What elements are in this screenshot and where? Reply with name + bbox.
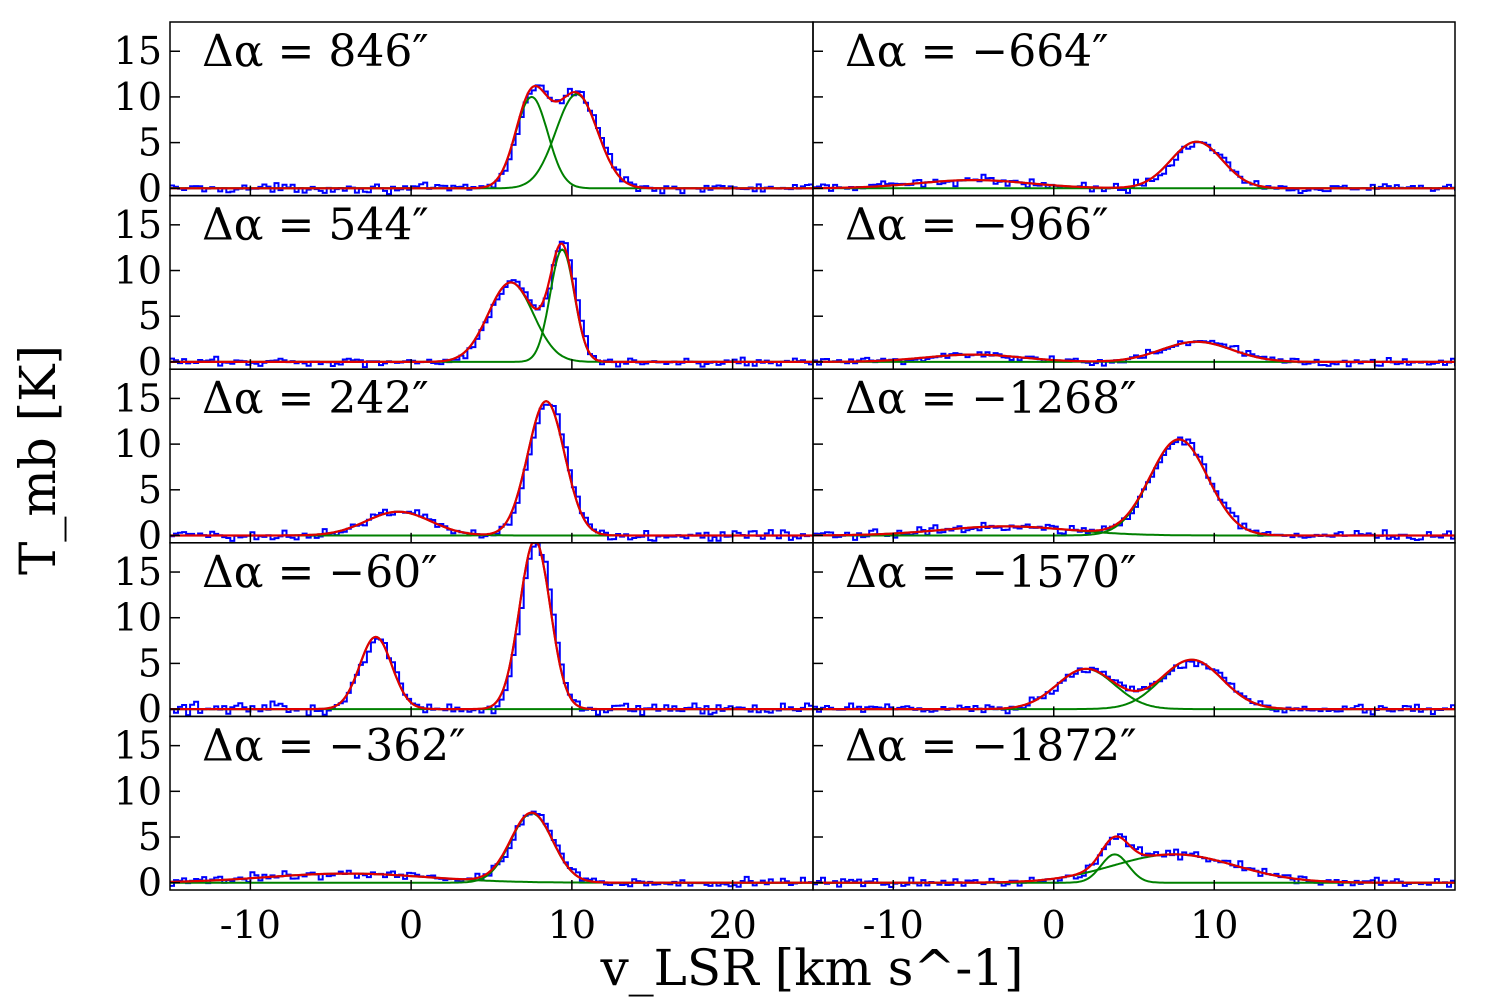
y-tick-label: 10	[114, 422, 162, 466]
y-tick-label: 15	[114, 203, 162, 247]
total-fit-line	[813, 140, 1455, 190]
gaussian-component-1	[170, 281, 813, 363]
x-tick-label: 0	[1042, 903, 1066, 947]
panel-label: Δα = 242″	[202, 373, 429, 424]
plot-area	[813, 140, 1455, 194]
y-tick-label: 0	[138, 340, 162, 384]
x-tick-label: 0	[399, 903, 423, 947]
plot-area	[813, 658, 1455, 716]
gaussian-component-2	[813, 438, 1455, 537]
total-fit-line	[170, 542, 813, 711]
observed-spectrum-line	[170, 810, 813, 888]
panel-label: Δα = −966″	[845, 200, 1109, 251]
observed-spectrum-line	[170, 84, 813, 196]
gaussian-component-1	[170, 95, 813, 190]
y-tick-label: 15	[114, 376, 162, 420]
panel-label: Δα = 544″	[202, 200, 429, 251]
panel-label: Δα = −362″	[202, 720, 466, 771]
y-tick-label: 0	[138, 166, 162, 210]
plot-area	[813, 436, 1455, 541]
panel-label: Δα = −664″	[845, 26, 1109, 77]
y-tick-label: 15	[114, 29, 162, 73]
total-fit-line	[170, 84, 813, 190]
panel-label: Δα = −60″	[202, 547, 438, 598]
plot-area	[170, 810, 813, 888]
plot-area	[170, 400, 813, 542]
gaussian-component-1	[170, 635, 813, 711]
gaussian-component-1	[170, 510, 813, 537]
x-tick-label: 10	[548, 903, 596, 947]
observed-spectrum-line	[170, 403, 813, 542]
y-axis-label: T_mb [K]	[9, 345, 67, 575]
x-tick-label: 20	[708, 903, 756, 947]
y-tick-label: 5	[138, 641, 162, 685]
total-fit-line	[813, 340, 1455, 363]
x-tick-label: 20	[1351, 903, 1399, 947]
observed-spectrum-line	[170, 543, 813, 717]
x-tick-label: -10	[220, 903, 281, 947]
plot-area	[813, 339, 1455, 368]
x-tick-label: -10	[863, 903, 924, 947]
plot-area	[170, 240, 813, 369]
y-tick-label: 5	[138, 294, 162, 338]
x-axis-title: v_LSR [km s^-1]	[599, 939, 1023, 997]
plot-area	[813, 833, 1455, 888]
x-tick-label: 10	[1190, 903, 1238, 947]
total-fit-line	[170, 242, 813, 363]
observed-spectrum-line	[813, 833, 1455, 888]
y-tick-label: 5	[138, 121, 162, 165]
spectrum-panel: Δα = −966″	[812, 194, 1456, 370]
spectrum-panel: Δα = −1570″	[812, 542, 1456, 718]
y-tick-label: 0	[138, 687, 162, 731]
gaussian-component-2	[170, 812, 813, 884]
y-tick-label: 10	[114, 769, 162, 813]
y-tick-label: 5	[138, 815, 162, 859]
y-tick-label: 15	[114, 724, 162, 768]
observed-spectrum-line	[813, 660, 1455, 716]
spectrum-panel: Δα = −1268″	[812, 368, 1456, 544]
plot-area	[170, 542, 813, 717]
y-tick-label: 10	[114, 596, 162, 640]
spectrum-panel: Δα = −664″	[812, 21, 1456, 197]
x-axis-label: v_LSR [km s^-1]	[599, 939, 1023, 997]
observed-spectrum-line	[813, 436, 1455, 541]
panel-frame	[812, 715, 1456, 891]
total-fit-line	[170, 400, 813, 537]
y-tick-label: 10	[114, 75, 162, 119]
total-fit-line	[813, 835, 1455, 884]
gaussian-component-2	[170, 93, 813, 190]
panel-label: Δα = −1268″	[845, 373, 1137, 424]
y-tick-label: 10	[114, 249, 162, 293]
y-tick-label: 5	[138, 468, 162, 512]
gaussian-component-2	[813, 658, 1455, 711]
y-axis-title: T_mb [K]	[9, 345, 67, 575]
panel-label: Δα = −1570″	[845, 547, 1137, 598]
panel-label: Δα = −1872″	[845, 720, 1137, 771]
total-fit-line	[813, 438, 1455, 537]
y-tick-label: 15	[114, 550, 162, 594]
panel-label: Δα = 846″	[202, 26, 429, 77]
total-fit-line	[813, 658, 1455, 711]
y-tick-label: 0	[138, 513, 162, 557]
total-fit-line	[170, 811, 813, 884]
plot-area	[170, 84, 813, 196]
y-tick-label: 0	[138, 861, 162, 905]
spectrum-panel: -10 0 10 20 Δα = −1872″	[812, 715, 1456, 947]
